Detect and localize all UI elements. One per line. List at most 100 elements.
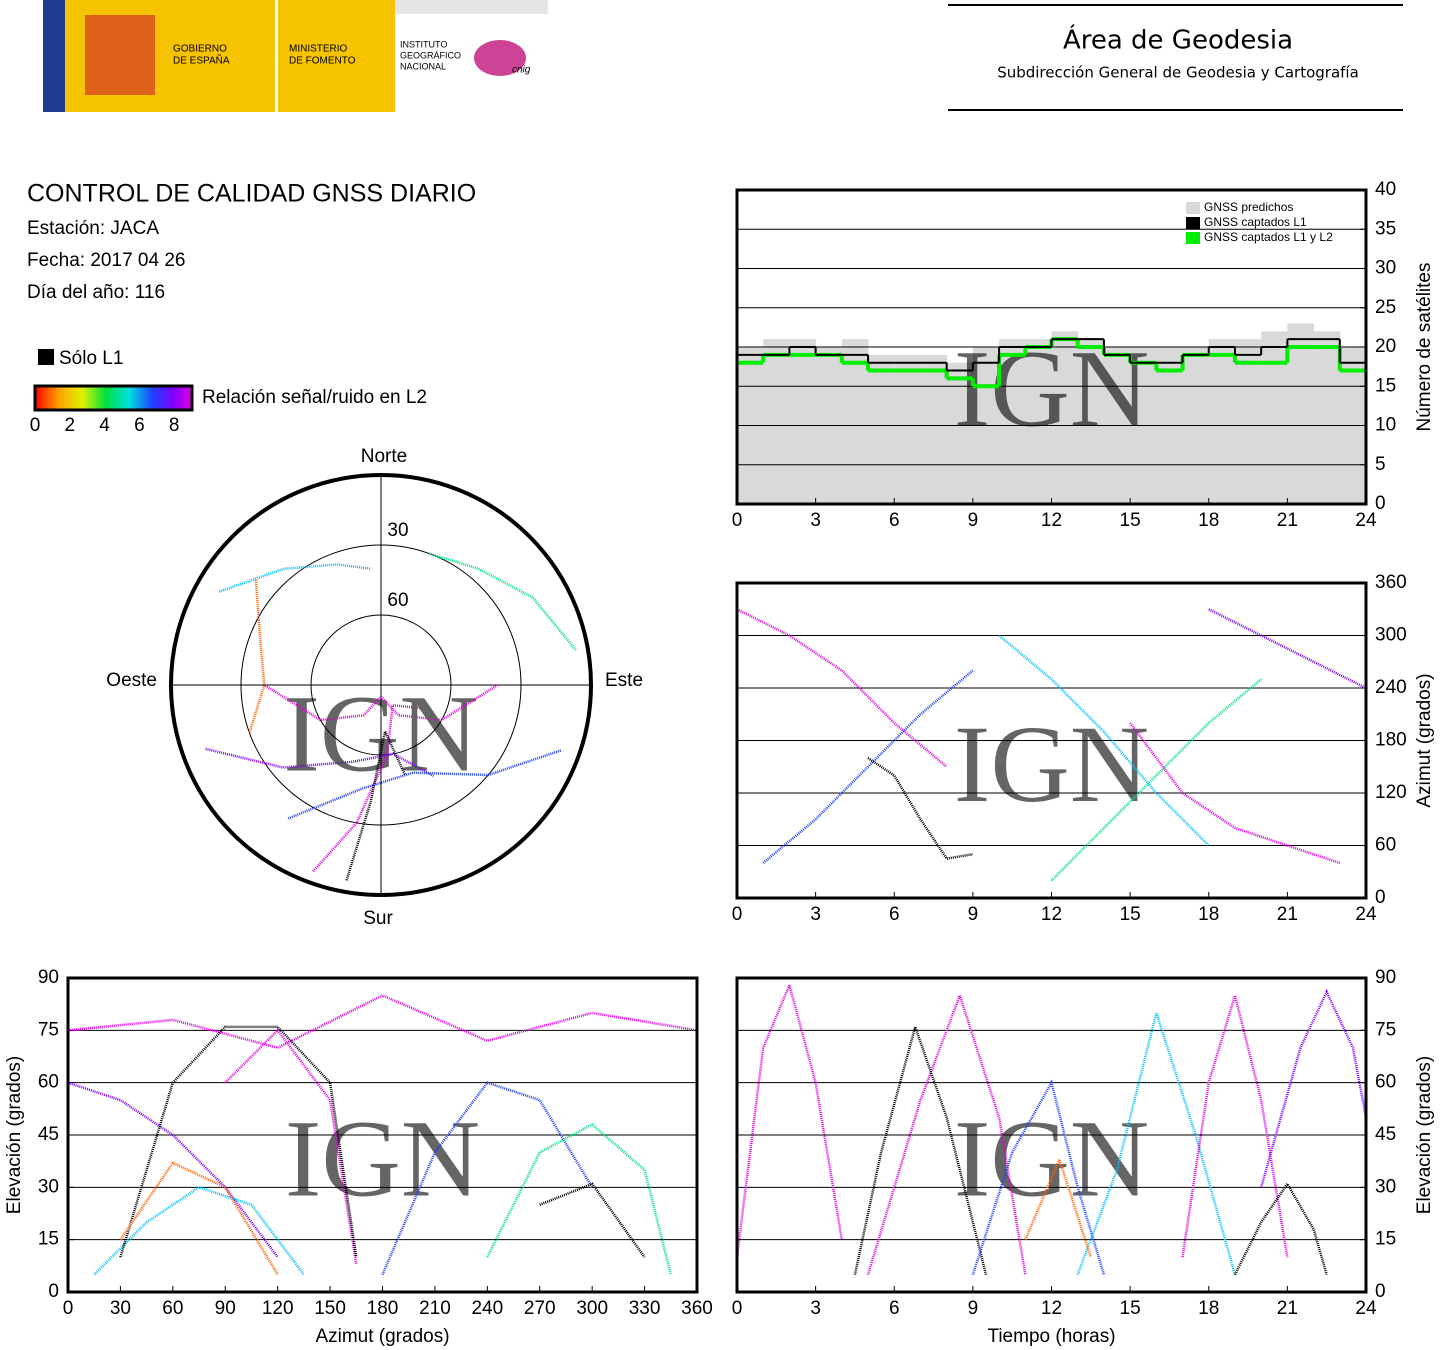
legend-label: GNSS captados L1 y L2 [1204, 230, 1333, 244]
direction-label: Sur [363, 908, 393, 929]
track [486, 1123, 673, 1275]
track [381, 1081, 594, 1276]
snr-tick-label: 8 [169, 415, 180, 436]
predicted-bar [1025, 339, 1052, 504]
x-tick-label: 6 [889, 510, 900, 531]
track [735, 981, 844, 1258]
x-tick-label: 24 [1355, 904, 1377, 925]
x-tick-label: 210 [419, 1298, 451, 1319]
plot-frame [735, 581, 1368, 900]
watermark: IGN [285, 1097, 481, 1219]
x-tick-label: 18 [1198, 1298, 1219, 1319]
track [867, 756, 974, 860]
x-tick-label: 90 [215, 1298, 236, 1319]
x-tick-label: 0 [732, 510, 743, 531]
x-tick-label: 21 [1277, 904, 1298, 925]
track [1208, 608, 1367, 690]
legend-label: GNSS predichos [1204, 200, 1293, 214]
x-tick-label: 9 [968, 1298, 979, 1319]
y-tick-label: 30 [38, 1176, 59, 1197]
direction-label: Norte [361, 446, 407, 467]
y-tick-label: 0 [1375, 1281, 1386, 1302]
predicted-bar [841, 339, 869, 504]
predicted-bar [920, 354, 948, 504]
predicted-bar [1208, 339, 1236, 504]
predicted-bar [1261, 331, 1288, 504]
logo-block: GOBIERNO DE ESPAÑA MINISTERIO DE FOMENTO… [43, 0, 548, 112]
x-tick-label: 24 [1355, 1298, 1377, 1319]
snr-tick-label: 2 [65, 415, 76, 436]
y-tick-label: 40 [1375, 179, 1396, 200]
x-tick-label: 270 [524, 1298, 556, 1319]
x-axis-label: Tiempo (horas) [987, 1326, 1115, 1347]
watermark: IGN [954, 1097, 1150, 1219]
x-tick-label: 0 [732, 1298, 743, 1319]
track [224, 1028, 358, 1265]
y-axis-label: Elevación (grados) [4, 1056, 25, 1214]
x-tick-label: 60 [162, 1298, 183, 1319]
track [1233, 1181, 1328, 1276]
track [539, 1182, 646, 1258]
station: Estación: JACA [27, 218, 159, 239]
x-tick-label: 120 [262, 1298, 294, 1319]
track [67, 1081, 279, 1258]
watermark: IGN [954, 703, 1150, 825]
x-tick-label: 6 [889, 1298, 900, 1319]
l1-legend: Sólo L1 [59, 348, 123, 369]
y-tick-label: 180 [1375, 730, 1407, 751]
x-tick-label: 15 [1120, 510, 1141, 531]
track [762, 669, 974, 864]
x-tick-label: 3 [810, 1298, 821, 1319]
x-tick-label: 150 [314, 1298, 346, 1319]
x-axis-label: Azimut (grados) [315, 1326, 449, 1347]
track [853, 1022, 988, 1275]
y-tick-label: 5 [1375, 454, 1386, 475]
snr-tick-label: 4 [99, 415, 110, 436]
y-tick-label: 0 [1375, 493, 1386, 514]
institute-line: GEOGRÁFICO [400, 50, 461, 60]
track [1050, 678, 1262, 882]
x-tick-label: 300 [576, 1298, 608, 1319]
y-tick-label: 15 [1375, 1229, 1396, 1250]
gov-line: DE ESPAÑA [173, 54, 230, 67]
x-tick-label: 21 [1277, 510, 1298, 531]
subdirection: Subdirección General de Geodesia y Carto… [997, 64, 1359, 82]
l1-swatch [38, 349, 54, 365]
x-tick-label: 240 [471, 1298, 503, 1319]
track [736, 608, 948, 768]
y-tick-label: 300 [1375, 625, 1407, 646]
predicted-bar [1234, 339, 1262, 504]
predicted-bar [1051, 331, 1079, 504]
x-tick-label: 15 [1120, 1298, 1141, 1319]
y-tick-label: 60 [1375, 1072, 1396, 1093]
predicted-bar [999, 339, 1026, 504]
sky-track [428, 552, 578, 652]
x-tick-label: 18 [1198, 904, 1219, 925]
track [119, 1161, 279, 1276]
x-tick-label: 330 [629, 1298, 661, 1319]
y-tick-label: 25 [1375, 297, 1396, 318]
x-tick-label: 12 [1041, 1298, 1062, 1319]
sky-track [205, 747, 435, 778]
sky-track [263, 683, 499, 722]
area-title: Área de Geodesia [1063, 24, 1293, 56]
x-tick-label: 6 [889, 904, 900, 925]
y-tick-label: 360 [1375, 572, 1407, 593]
legend-swatch [1186, 232, 1200, 244]
x-tick-label: 30 [110, 1298, 131, 1319]
snr-colorbar [33, 384, 194, 412]
x-tick-label: 3 [810, 904, 821, 925]
date: Fecha: 2017 04 26 [27, 250, 185, 271]
x-tick-label: 180 [367, 1298, 399, 1319]
institute-line: INSTITUTO [400, 39, 447, 49]
y-axis-label: Elevación (grados) [1414, 1056, 1435, 1214]
sky-track [248, 579, 266, 734]
y-tick-label: 120 [1375, 782, 1407, 803]
predicted-bar [763, 339, 790, 504]
track [998, 634, 1210, 847]
ring-label: 30 [387, 520, 408, 541]
y-tick-label: 90 [1375, 967, 1396, 988]
track [1129, 722, 1341, 865]
y-tick-label: 35 [1375, 218, 1396, 239]
x-tick-label: 0 [732, 904, 743, 925]
